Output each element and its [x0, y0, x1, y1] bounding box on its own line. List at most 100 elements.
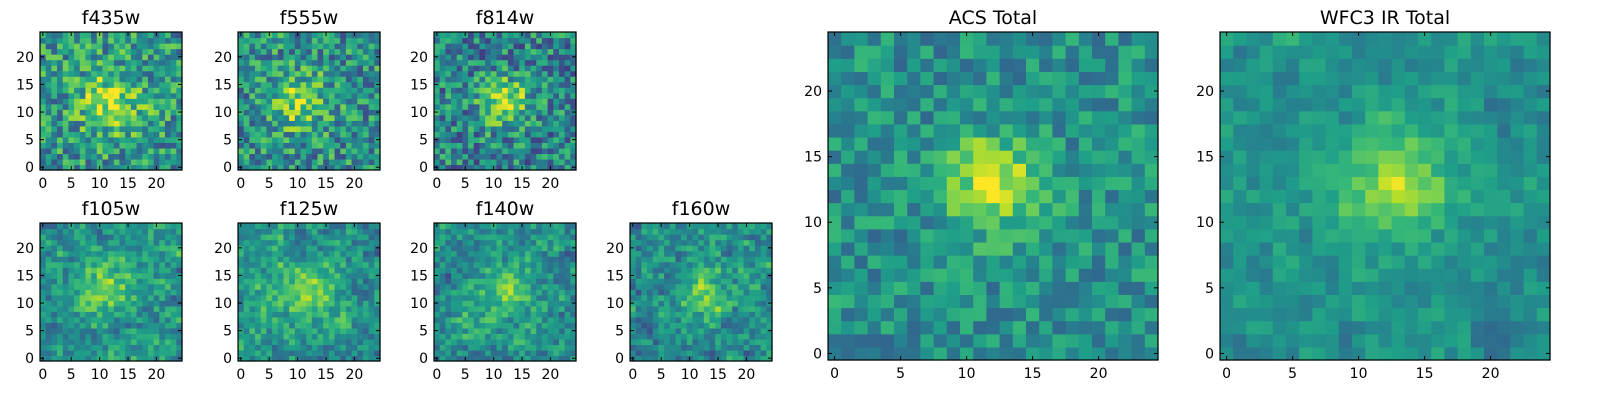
- heatmap-cell: [130, 239, 138, 246]
- heatmap-cell: [283, 283, 290, 290]
- heatmap-cell: [272, 245, 279, 252]
- heatmap-cell: [715, 272, 722, 279]
- heatmap-cell: [345, 250, 353, 257]
- heatmap-cell: [669, 261, 677, 268]
- heatmap-cell: [507, 87, 515, 94]
- heatmap-cell: [362, 98, 370, 105]
- heatmap-cell: [1131, 241, 1146, 256]
- heatmap-cell: [434, 98, 441, 105]
- heatmap-cell: [130, 142, 138, 149]
- heatmap-cell: [266, 54, 273, 61]
- heatmap-cell: [960, 163, 974, 177]
- heatmap-cell: [524, 70, 532, 77]
- heatmap-cell: [462, 305, 469, 312]
- heatmap-cell: [766, 311, 773, 318]
- heatmap-cell: [490, 349, 498, 357]
- heatmap-cell: [641, 327, 648, 334]
- heatmap-cell: [351, 48, 358, 55]
- heatmap-cell: [357, 158, 364, 166]
- heatmap-cell: [513, 125, 520, 132]
- heatmap-cell: [479, 250, 486, 257]
- heatmap-cell: [703, 344, 711, 351]
- heatmap-cell: [362, 70, 370, 77]
- heatmap-cell: [119, 305, 126, 312]
- heatmap-cell: [74, 349, 81, 357]
- heatmap-cell: [96, 98, 104, 105]
- heatmap-cell: [570, 76, 577, 83]
- heatmap-cell: [334, 103, 341, 110]
- heatmap-cell: [243, 153, 250, 160]
- heatmap-cell: [147, 322, 155, 329]
- heatmap-cell: [153, 327, 160, 334]
- heatmap-cell: [709, 250, 716, 257]
- heatmap-cell: [62, 256, 69, 263]
- heatmap-cell: [720, 338, 728, 346]
- heatmap-cell: [468, 322, 475, 329]
- heatmap-cell: [530, 153, 537, 160]
- heatmap-cell: [456, 294, 463, 301]
- heatmap-cell: [159, 131, 166, 138]
- heatmap-cell: [164, 316, 172, 323]
- heatmap-cell: [125, 54, 132, 61]
- heatmap-cell: [502, 239, 509, 246]
- heatmap-cell: [462, 272, 469, 279]
- heatmap-cell: [754, 344, 762, 351]
- heatmap-cell: [57, 142, 64, 149]
- heatmap-cell: [74, 142, 81, 149]
- heatmap-cell: [266, 294, 273, 301]
- heatmap-cell: [357, 256, 364, 263]
- y-tick-label: 5: [25, 324, 34, 340]
- heatmap-cell: [260, 234, 267, 241]
- heatmap-cell: [317, 54, 324, 61]
- heatmap-cell: [490, 48, 498, 55]
- heatmap-cell: [125, 250, 132, 257]
- heatmap-cell: [519, 272, 526, 279]
- heatmap-cell: [490, 153, 498, 160]
- heatmap-cell: [289, 43, 296, 50]
- heatmap-cell: [334, 131, 341, 138]
- heatmap-cell: [130, 32, 138, 39]
- heatmap-cell: [564, 98, 571, 105]
- heatmap-cell: [334, 153, 341, 160]
- heatmap-cell: [698, 344, 705, 351]
- heatmap-cell: [485, 327, 492, 334]
- heatmap-cell: [1026, 228, 1040, 243]
- heatmap-cell: [277, 147, 285, 155]
- heatmap-cell: [272, 153, 279, 160]
- heatmap-cell: [79, 114, 87, 121]
- heatmap-cell: [564, 228, 571, 235]
- heatmap-cell: [113, 92, 121, 99]
- heatmap-cell: [153, 153, 160, 160]
- heatmap-cell: [496, 120, 503, 127]
- heatmap-cell: [828, 163, 842, 177]
- heatmap-cell: [496, 245, 503, 252]
- heatmap-cell: [664, 256, 671, 263]
- heatmap-cell: [102, 131, 109, 138]
- heatmap-cell: [255, 81, 262, 88]
- heatmap-cell: [451, 125, 458, 132]
- heatmap-cell: [553, 228, 560, 235]
- heatmap-cell: [119, 153, 126, 160]
- heatmap-cell: [334, 327, 341, 334]
- heatmap-cell: [277, 76, 285, 83]
- heatmap-cell: [374, 37, 381, 44]
- heatmap-cell: [306, 333, 313, 340]
- heatmap-cell: [266, 256, 273, 263]
- heatmap-cell: [456, 327, 463, 334]
- heatmap-cell: [374, 98, 381, 105]
- heatmap-cell: [130, 158, 138, 166]
- heatmap-cell: [530, 239, 537, 246]
- heatmap-cell: [96, 70, 104, 77]
- heatmap-cell: [502, 32, 509, 39]
- heatmap-cell: [79, 338, 87, 346]
- heatmap-cell: [496, 98, 503, 105]
- heatmap-cell: [176, 349, 183, 357]
- heatmap-cell: [277, 65, 285, 72]
- heatmap-cell: [136, 120, 143, 127]
- heatmap-cell: [362, 267, 370, 274]
- heatmap-cell: [524, 223, 532, 230]
- heatmap-cell: [159, 267, 166, 274]
- heatmap-cell: [652, 283, 659, 290]
- heatmap-cell: [960, 268, 974, 282]
- heatmap-cell: [362, 289, 370, 296]
